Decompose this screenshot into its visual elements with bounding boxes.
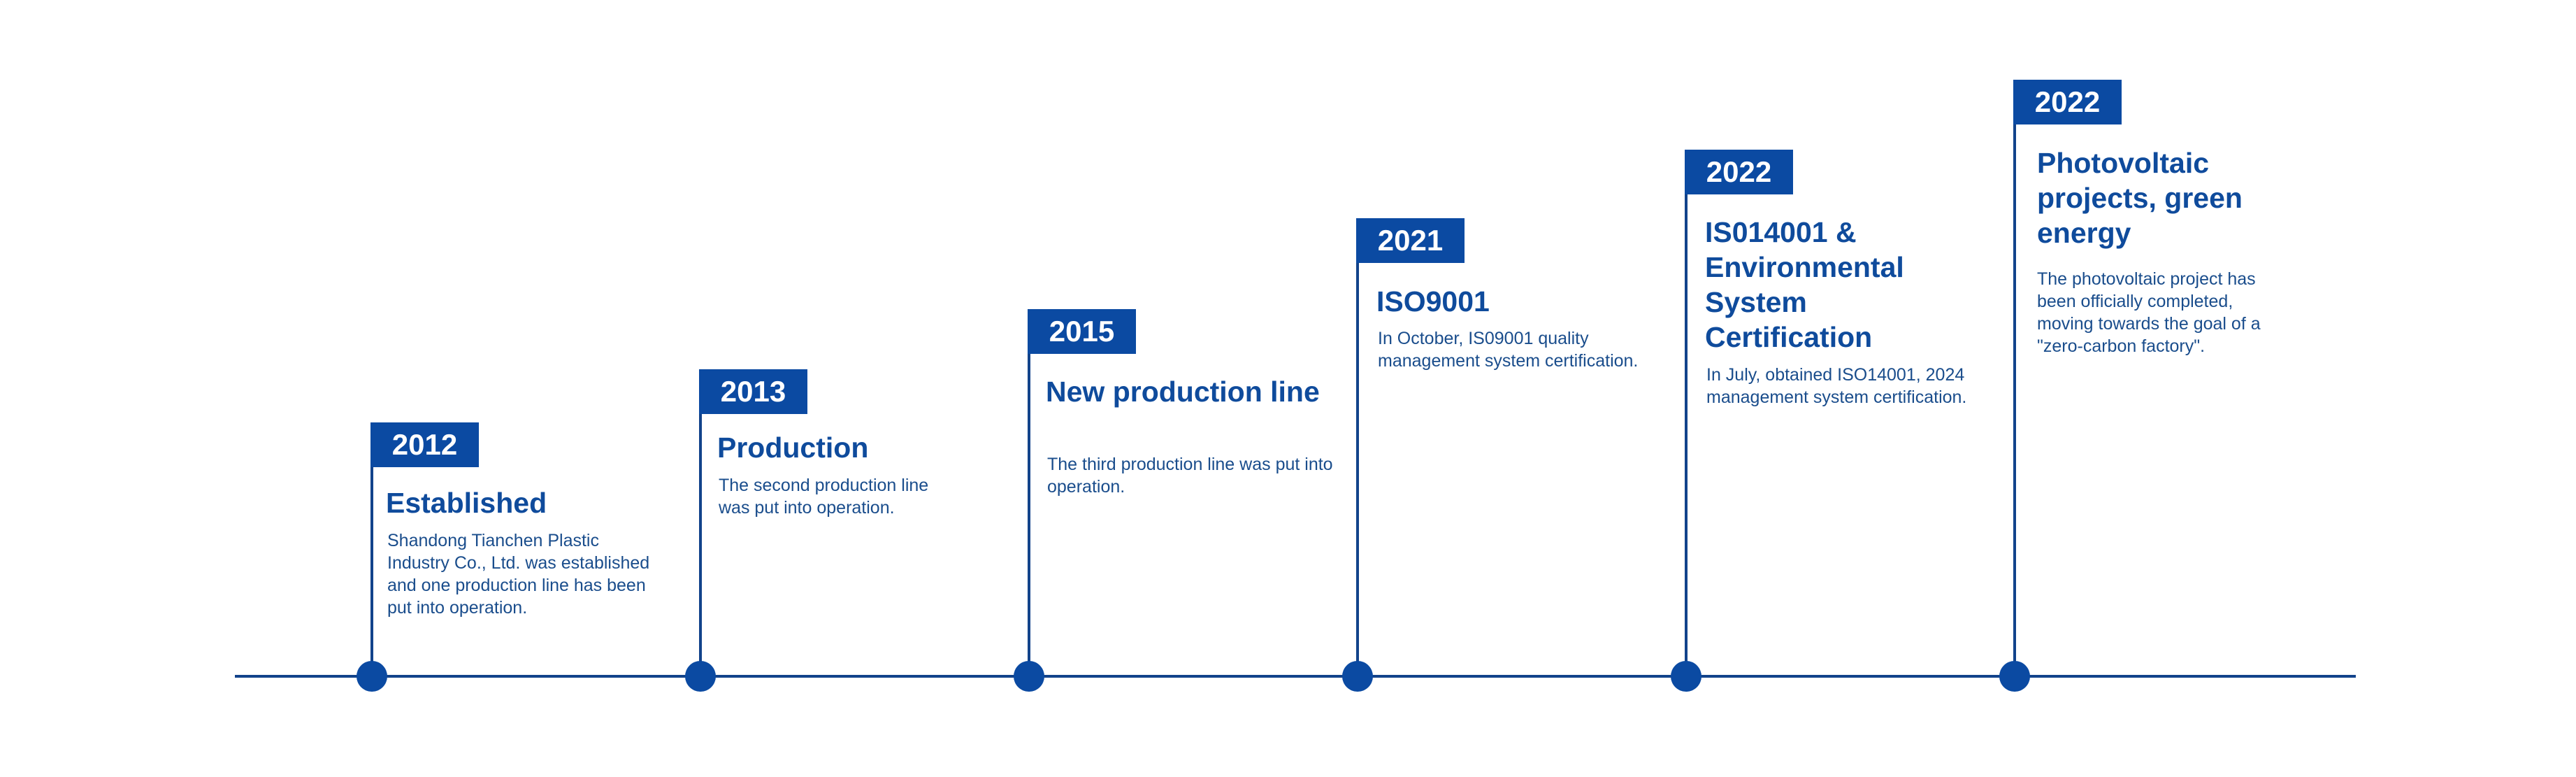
milestone-2021-iso9001: 2021 ISO9001 In October, IS09001 quality…: [1342, 0, 1665, 777]
milestone-2022-iso14001: 2022 IS014001 & Environmental System Cer…: [1671, 0, 1994, 777]
milestone-title: Production: [717, 432, 869, 464]
year-flag: 2022: [2013, 80, 2122, 124]
timeline-node-dot: [1671, 661, 1701, 692]
milestone-description: In July, obtained ISO14001, 2024 managem…: [1706, 365, 1967, 407]
milestone-pole: [699, 369, 702, 676]
milestone-pole: [1356, 218, 1359, 676]
year-flag: 2013: [699, 369, 807, 414]
timeline-node-dot: [357, 661, 387, 692]
milestone-title: IS014001 & Environmental System Certific…: [1705, 216, 1904, 353]
milestone-2015-new-production-line: 2015 New production line The third produ…: [1014, 0, 1337, 777]
milestone-title: ISO9001: [1376, 285, 1490, 318]
milestone-title: New production line: [1046, 376, 1320, 408]
timeline-node-dot: [685, 661, 716, 692]
milestone-description: The second production line was put into …: [719, 476, 929, 518]
timeline-node-dot: [1999, 661, 2030, 692]
milestone-description: Shandong Tianchen Plastic Industry Co., …: [387, 531, 650, 618]
milestone-pole: [2013, 80, 2016, 676]
year-flag: 2022: [1685, 150, 1793, 194]
milestone-description: The photovoltaic project has been offici…: [2037, 269, 2261, 356]
milestone-pole: [370, 422, 373, 676]
milestone-2012-established: 2012 Established Shandong Tianchen Plast…: [357, 0, 679, 777]
milestone-title: Photovoltaic projects, green energy: [2037, 147, 2243, 249]
milestone-pole: [1685, 150, 1688, 676]
year-flag: 2021: [1356, 218, 1465, 263]
timeline-node-dot: [1014, 661, 1044, 692]
milestone-pole: [1028, 309, 1030, 676]
year-flag: 2015: [1028, 309, 1136, 354]
year-flag: 2012: [370, 422, 479, 467]
milestone-title: Established: [386, 487, 547, 519]
timeline-axis-line: [235, 675, 2356, 678]
timeline-node-dot: [1342, 661, 1373, 692]
milestone-description: The third production line was put into o…: [1047, 455, 1333, 497]
milestone-2022-photovoltaic: 2022 Photovoltaic projects, green energy…: [1999, 0, 2322, 777]
milestone-description: In October, IS09001 quality management s…: [1378, 329, 1639, 371]
milestone-2013-production: 2013 Production The second production li…: [685, 0, 1008, 777]
